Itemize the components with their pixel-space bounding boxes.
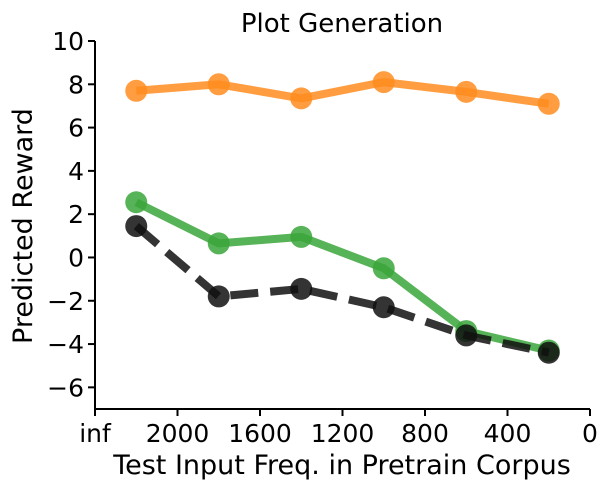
x-tick-label: inf [79,419,112,448]
y-tick-label: 8 [68,70,84,99]
y-tick-label: 10 [52,27,84,56]
data-point [290,87,313,110]
x-axis-label: Test Input Freq. in Pretrain Corpus [112,450,571,481]
data-point [125,191,148,214]
y-tick-label: −4 [47,330,84,359]
x-tick-label: 0 [582,419,598,448]
y-tick-label: 0 [68,243,84,272]
data-point [455,324,478,347]
data-point [537,92,560,115]
data-point [537,341,560,364]
series-1 [125,71,560,115]
data-point [372,257,395,280]
axes: −6 −4 −2 0 2 4 6 8 10 inf 2000 1600 1200 800 400 0 [47,27,598,448]
data-point [125,215,148,238]
y-tick-label: −6 [47,373,84,402]
data-point [207,232,230,255]
x-tick-label: 800 [401,419,449,448]
y-axis-label: Predicted Reward [8,108,39,344]
y-tick-label: 2 [68,200,84,229]
x-tick-label: 1600 [228,419,292,448]
series-layer [125,71,560,364]
x-tick-label: 400 [484,419,532,448]
data-point [207,285,230,308]
series-2 [125,191,560,362]
data-point [372,71,395,94]
x-tick-label: 2000 [146,419,210,448]
series-line [134,198,550,355]
series-3 [125,215,560,364]
x-tick-label: 1200 [311,419,375,448]
y-tick-label: 6 [68,114,84,143]
series-line [133,223,550,357]
data-point [372,296,395,319]
y-tick-label: 4 [68,157,84,186]
data-point [207,73,230,96]
series-line [135,78,550,108]
y-tick-label: −2 [47,287,84,316]
data-point [290,277,313,300]
data-point [125,79,148,102]
data-point [455,80,478,103]
chart-title: Plot Generation [241,9,443,39]
data-point [290,225,313,248]
